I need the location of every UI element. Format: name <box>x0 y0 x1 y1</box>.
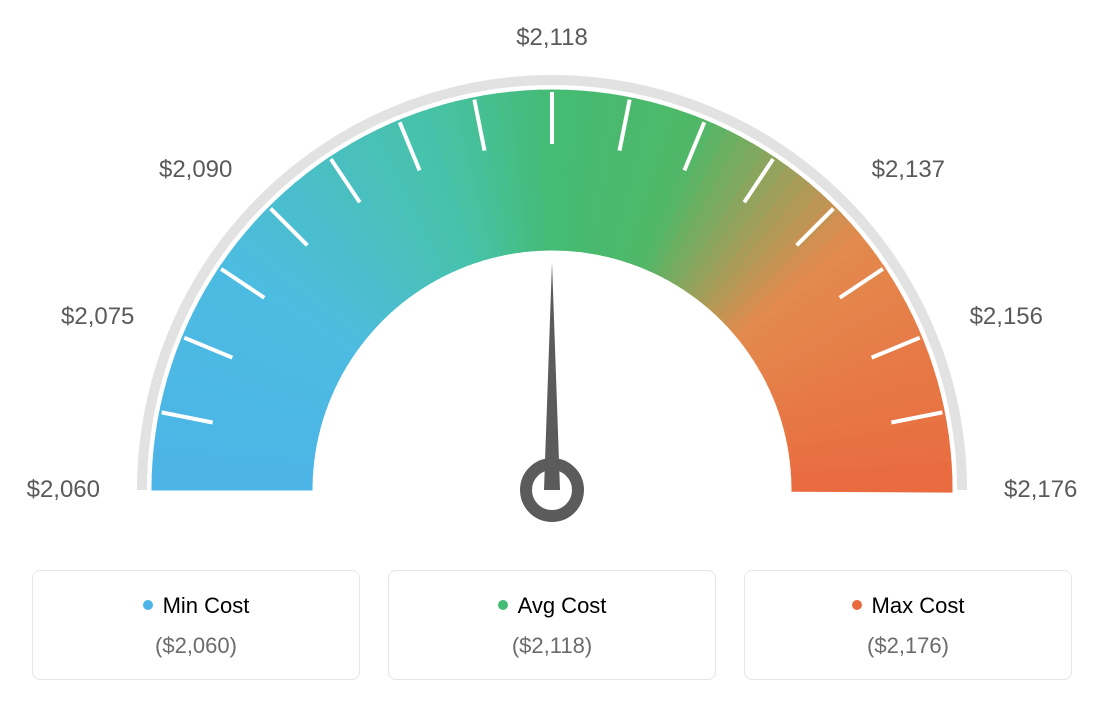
dot-icon <box>852 600 862 610</box>
legend-title-max: Max Cost <box>755 593 1061 619</box>
legend-card-max: Max Cost ($2,176) <box>744 570 1072 680</box>
gauge-svg <box>32 30 1072 550</box>
scale-label: $2,090 <box>152 156 232 184</box>
scale-label: $2,075 <box>54 303 134 331</box>
legend-title-text: Avg Cost <box>518 593 607 618</box>
legend-row: Min Cost ($2,060) Avg Cost ($2,118) Max … <box>32 570 1072 680</box>
legend-value-avg: ($2,118) <box>399 633 705 659</box>
legend-value-min: ($2,060) <box>43 633 349 659</box>
dot-icon <box>143 600 153 610</box>
legend-card-avg: Avg Cost ($2,118) <box>388 570 716 680</box>
scale-label: $2,176 <box>1004 476 1077 504</box>
scale-label: $2,156 <box>970 303 1043 331</box>
scale-label: $2,118 <box>512 24 592 52</box>
legend-title-text: Max Cost <box>872 593 965 618</box>
legend-title-text: Min Cost <box>163 593 250 618</box>
legend-card-min: Min Cost ($2,060) <box>32 570 360 680</box>
dot-icon <box>498 600 508 610</box>
gauge-chart: $2,060$2,075$2,090$2,118$2,137$2,156$2,1… <box>32 30 1072 550</box>
legend-value-max: ($2,176) <box>755 633 1061 659</box>
legend-title-avg: Avg Cost <box>399 593 705 619</box>
scale-label: $2,137 <box>872 156 945 184</box>
scale-label: $2,060 <box>20 476 100 504</box>
legend-title-min: Min Cost <box>43 593 349 619</box>
